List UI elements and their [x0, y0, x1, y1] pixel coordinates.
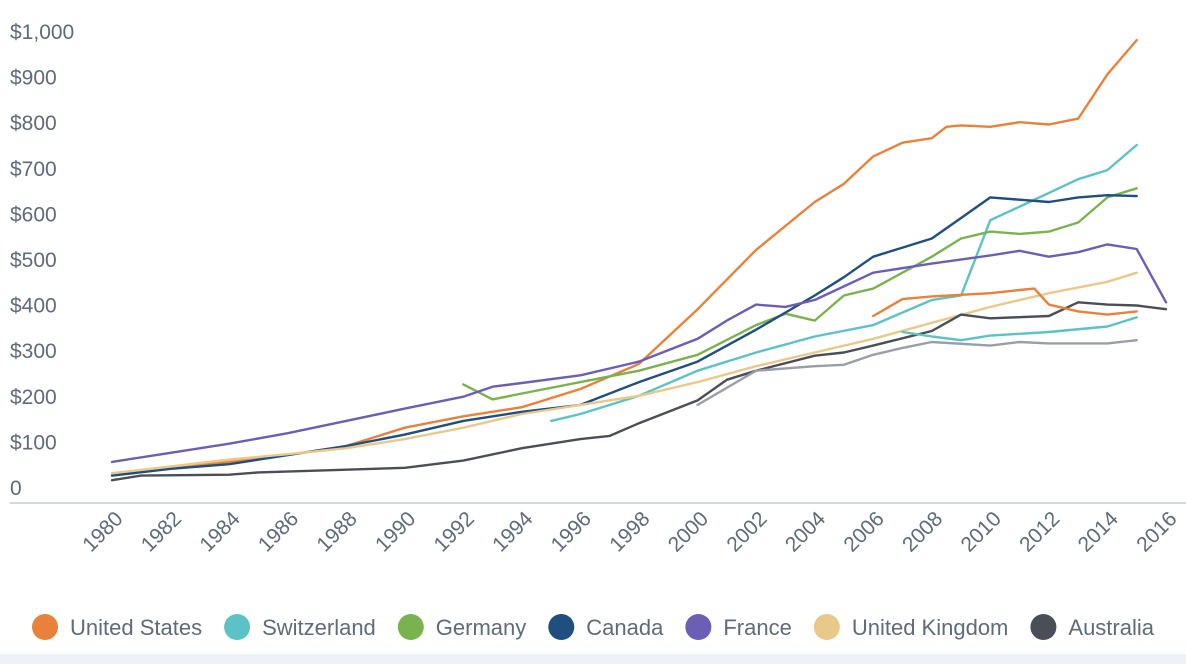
y-axis: 0 $100 $200 $300 $400 $500 $600 $700 $800 $900 $1,…	[10, 21, 74, 500]
x-axis: 1980 1982 1984 1986 1988 1990 1992 1994 1996 1998…	[10, 502, 1186, 557]
legend-item: Switzerland	[224, 614, 376, 640]
legend-label: Australia	[1068, 615, 1154, 640]
series-line	[110, 301, 1168, 482]
series-line	[110, 243, 1168, 464]
legend-marker	[685, 614, 712, 640]
x-tick-label: 1994	[488, 507, 538, 557]
legend-marker	[224, 614, 251, 640]
y-tick-label: $200	[10, 386, 57, 409]
series-line	[462, 187, 1138, 401]
legend-marker	[397, 614, 424, 640]
legend-item: Australia	[1030, 614, 1155, 640]
x-tick-label: 1998	[605, 507, 654, 556]
legend-label: United Kingdom	[852, 615, 1009, 640]
x-tick-label: 2012	[1015, 507, 1064, 556]
x-tick-label: 2004	[781, 507, 831, 557]
legend-marker	[32, 614, 59, 640]
x-tick-label: 2008	[898, 507, 947, 556]
y-tick-label: 0	[10, 477, 22, 500]
y-tick-label: $800	[10, 112, 57, 135]
y-tick-label: $700	[10, 158, 57, 181]
plot-area	[110, 38, 1168, 482]
x-tick-label: 2000	[664, 507, 713, 556]
series-line	[696, 339, 1138, 407]
legend-marker	[548, 614, 575, 640]
y-tick-label: $900	[10, 67, 57, 90]
x-tick-label: 2014	[1074, 507, 1124, 557]
legend-item: United States	[32, 614, 202, 640]
legend-marker	[1030, 614, 1057, 640]
series-line	[550, 143, 1138, 423]
x-tick-label: 2010	[957, 507, 1006, 556]
legend-item: United Kingdom	[813, 614, 1009, 640]
series-line	[872, 287, 1138, 318]
legend-label: Germany	[436, 615, 526, 640]
x-tick-label: 2002	[722, 507, 771, 556]
series-line	[110, 271, 1138, 475]
y-tick-label: $300	[10, 340, 57, 363]
y-tick-label: $100	[10, 431, 57, 454]
legend-label: Switzerland	[262, 615, 376, 640]
y-tick-label: $500	[10, 249, 57, 272]
x-tick-label: 1982	[137, 507, 186, 556]
legend-label: United States	[70, 615, 202, 640]
legend-marker	[813, 614, 840, 640]
x-tick-label: 2016	[1132, 507, 1181, 556]
legend-label: France	[723, 615, 791, 640]
x-tick-label: 1980	[78, 507, 127, 556]
legend-item: Germany	[397, 614, 526, 640]
series-line	[901, 316, 1138, 342]
y-tick-label: $1,000	[10, 21, 74, 44]
series-line	[110, 194, 1138, 477]
legend-label: Canada	[586, 615, 664, 640]
y-tick-label: $600	[10, 203, 57, 226]
x-tick-label: 1986	[254, 507, 303, 556]
x-tick-label: 1996	[547, 507, 596, 556]
x-tick-label: 1984	[195, 507, 245, 557]
x-tick-label: 1988	[312, 507, 361, 556]
x-tick-label: 1990	[371, 507, 420, 556]
footer-band	[0, 654, 1186, 664]
legend: United States Switzerland Germany Canada Fra…	[32, 614, 1155, 640]
x-tick-label: 2006	[839, 507, 888, 556]
y-tick-label: $400	[10, 295, 57, 318]
x-tick-label: 1992	[430, 507, 479, 556]
legend-item: Canada	[548, 614, 664, 640]
legend-item: France	[685, 614, 792, 640]
